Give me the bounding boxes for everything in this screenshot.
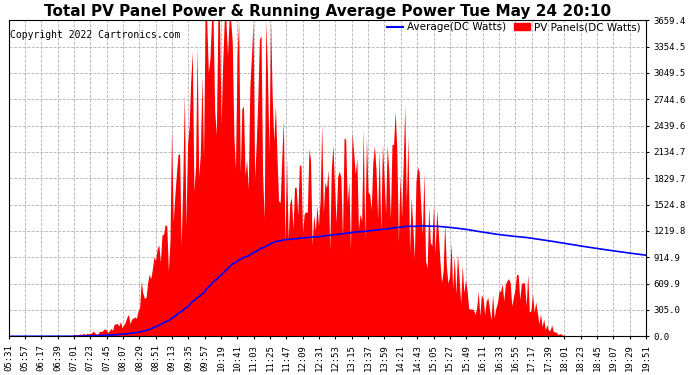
Legend: Average(DC Watts), PV Panels(DC Watts): Average(DC Watts), PV Panels(DC Watts): [387, 22, 641, 32]
Text: Copyright 2022 Cartronics.com: Copyright 2022 Cartronics.com: [10, 30, 180, 40]
Title: Total PV Panel Power & Running Average Power Tue May 24 20:10: Total PV Panel Power & Running Average P…: [43, 4, 611, 19]
